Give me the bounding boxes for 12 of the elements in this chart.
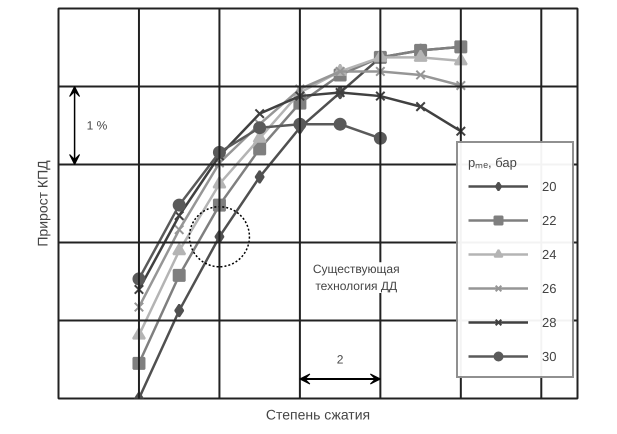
annotation: Существующая технология ДД [312, 262, 400, 293]
legend-title: pₘₑ, бар [468, 154, 518, 171]
legend-label: 20 [542, 178, 558, 194]
legend-label: 26 [542, 280, 558, 296]
y-axis-title: Прирост КПД [34, 160, 50, 247]
text: 1 % [86, 118, 108, 132]
legend-label: 22 [542, 212, 558, 228]
legend-label: 24 [542, 246, 558, 262]
legend-label: 28 [542, 314, 558, 330]
legend-label: 30 [542, 348, 558, 364]
annotation: 2 [336, 352, 344, 366]
x-axis-title: Степень сжатия [266, 406, 370, 422]
